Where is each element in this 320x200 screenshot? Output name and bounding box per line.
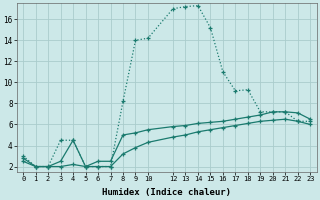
- X-axis label: Humidex (Indice chaleur): Humidex (Indice chaleur): [102, 188, 231, 197]
